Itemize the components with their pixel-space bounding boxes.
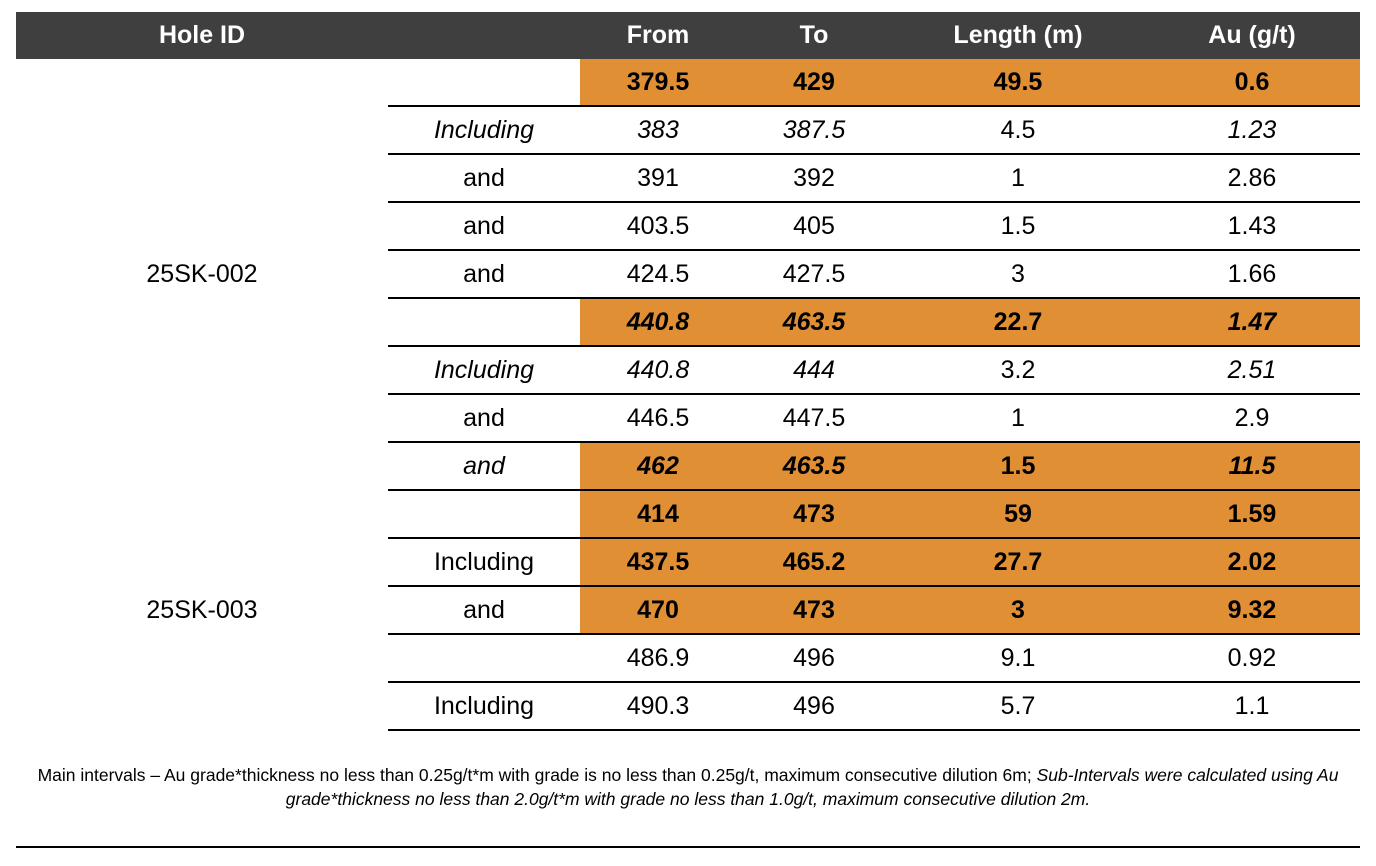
au-cell: 1.59	[1144, 490, 1360, 539]
from-cell: 470	[580, 586, 736, 635]
length-cell: 1	[892, 154, 1144, 203]
from-cell: 424.5	[580, 250, 736, 299]
au-cell: 11.5	[1144, 442, 1360, 491]
au-cell: 2.51	[1144, 346, 1360, 395]
to-cell: 427.5	[736, 250, 892, 299]
to-cell: 496	[736, 634, 892, 683]
table-row: Including 490.3 496 5.7 1.1	[16, 682, 1360, 731]
from-cell: 440.8	[580, 298, 736, 347]
to-cell: 444	[736, 346, 892, 395]
au-cell: 1.47	[1144, 298, 1360, 347]
qualifier-cell: and	[388, 202, 580, 251]
from-cell: 462	[580, 442, 736, 491]
length-cell: 1	[892, 394, 1144, 443]
header-hole-id: Hole ID	[16, 12, 388, 59]
au-cell: 2.86	[1144, 154, 1360, 203]
table-row: and 391 392 1 2.86	[16, 154, 1360, 203]
header-length: Length (m)	[892, 12, 1144, 59]
qualifier-cell	[388, 59, 580, 107]
header-qualifier	[388, 12, 580, 59]
table-row: Including 437.5 465.2 27.7 2.02	[16, 538, 1360, 587]
hole-id-cell: 25SK-002	[146, 260, 258, 288]
to-cell: 496	[736, 682, 892, 731]
qualifier-cell: and	[388, 154, 580, 203]
table-row: and 470 473 3 9.32	[16, 586, 1360, 635]
from-cell: 383	[580, 106, 736, 155]
length-cell: 59	[892, 490, 1144, 539]
from-cell: 379.5	[580, 59, 736, 107]
header-to: To	[736, 12, 892, 59]
from-cell: 486.9	[580, 634, 736, 683]
qualifier-cell	[388, 298, 580, 347]
length-cell: 3	[892, 250, 1144, 299]
to-cell: 463.5	[736, 442, 892, 491]
qualifier-cell: and	[388, 442, 580, 491]
length-cell: 5.7	[892, 682, 1144, 731]
footnote: Main intervals – Au grade*thickness no l…	[16, 763, 1360, 811]
to-cell: 405	[736, 202, 892, 251]
length-cell: 1.5	[892, 202, 1144, 251]
au-cell: 1.66	[1144, 250, 1360, 299]
table-row: 25SK-003 414 473 59 1.59	[16, 490, 1360, 624]
au-cell: 9.32	[1144, 586, 1360, 635]
length-cell: 1.5	[892, 442, 1144, 491]
table-row: and 462 463.5 1.5 11.5	[16, 442, 1360, 491]
au-cell: 2.02	[1144, 538, 1360, 587]
table-row: and 403.5 405 1.5 1.43	[16, 202, 1360, 251]
length-cell: 4.5	[892, 106, 1144, 155]
to-cell: 473	[736, 490, 892, 539]
header-from: From	[580, 12, 736, 59]
length-cell: 9.1	[892, 634, 1144, 683]
from-cell: 403.5	[580, 202, 736, 251]
table-row: and 446.5 447.5 1 2.9	[16, 394, 1360, 443]
qualifier-cell: Including	[388, 682, 580, 731]
from-cell: 437.5	[580, 538, 736, 587]
table-row: and 424.5 427.5 3 1.66	[16, 250, 1360, 299]
au-cell: 1.23	[1144, 106, 1360, 155]
to-cell: 392	[736, 154, 892, 203]
au-cell: 0.6	[1144, 59, 1360, 107]
table-row: Including 440.8 444 3.2 2.51	[16, 346, 1360, 395]
from-cell: 391	[580, 154, 736, 203]
qualifier-cell: Including	[388, 346, 580, 395]
header-au: Au (g/t)	[1144, 12, 1360, 59]
assay-results-table: Hole ID From To Length (m) Au (g/t) 25SK…	[16, 12, 1360, 731]
from-cell: 414	[580, 490, 736, 539]
table-row: 25SK-002 379.5 429 49.5 0.6	[16, 59, 1360, 288]
au-cell: 1.1	[1144, 682, 1360, 731]
table-body: 25SK-002 379.5 429 49.5 0.6 Including 383 387.5…	[16, 59, 1360, 731]
au-cell: 1.43	[1144, 202, 1360, 251]
table-row: 440.8 463.5 22.7 1.47	[16, 298, 1360, 347]
qualifier-cell: and	[388, 394, 580, 443]
table-row: 486.9 496 9.1 0.92	[16, 634, 1360, 683]
qualifier-cell	[388, 634, 580, 683]
to-cell: 387.5	[736, 106, 892, 155]
length-cell: 22.7	[892, 298, 1144, 347]
header-row: Hole ID From To Length (m) Au (g/t)	[16, 12, 1360, 59]
to-cell: 447.5	[736, 394, 892, 443]
footnote-main: Main intervals – Au grade*thickness no l…	[37, 765, 1037, 785]
footnote-sub: Sub-Intervals were calculated using Au g…	[285, 765, 1339, 809]
length-cell: 3	[892, 586, 1144, 635]
length-cell: 27.7	[892, 538, 1144, 587]
to-cell: 463.5	[736, 298, 892, 347]
qualifier-cell: Including	[388, 538, 580, 587]
hole-id-cell: 25SK-003	[146, 595, 258, 624]
from-cell: 490.3	[580, 682, 736, 731]
qualifier-cell: Including	[388, 106, 580, 155]
from-cell: 440.8	[580, 346, 736, 395]
to-cell: 473	[736, 586, 892, 635]
qualifier-cell	[388, 490, 580, 539]
qualifier-cell: and	[388, 586, 580, 635]
length-cell: 49.5	[892, 59, 1144, 107]
to-cell: 429	[736, 59, 892, 107]
table-row: Including 383 387.5 4.5 1.23	[16, 106, 1360, 155]
from-cell: 446.5	[580, 394, 736, 443]
qualifier-cell: and	[388, 250, 580, 299]
bottom-rule	[16, 846, 1360, 848]
au-cell: 0.92	[1144, 634, 1360, 683]
to-cell: 465.2	[736, 538, 892, 587]
au-cell: 2.9	[1144, 394, 1360, 443]
length-cell: 3.2	[892, 346, 1144, 395]
